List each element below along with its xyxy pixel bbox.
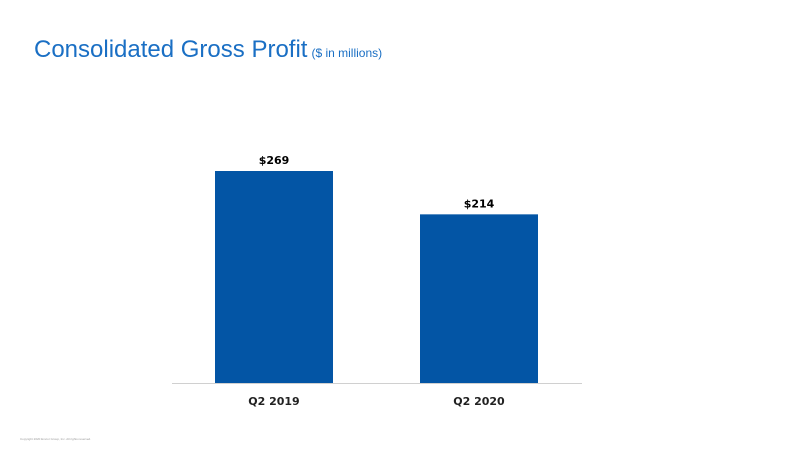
title-main: Consolidated Gross Profit: [34, 36, 308, 63]
title-units: ($ in millions): [311, 46, 383, 60]
category-label: Q2 2019: [248, 395, 299, 408]
value-labels-group: $269 $214: [259, 154, 495, 210]
category-labels-group: Q2 2019 Q2 2020: [248, 395, 505, 408]
value-label: $214: [464, 197, 495, 210]
category-label: Q2 2020: [453, 395, 505, 408]
bar-q2-2019: [215, 171, 333, 383]
bars-group: [215, 171, 538, 383]
copyright-note: Copyright 2020 Emcor Group, Inc. All rig…: [20, 437, 92, 441]
page-title: Consolidated Gross Profit ($ in millions): [34, 36, 382, 64]
value-label: $269: [259, 154, 290, 167]
bar-q2-2020: [420, 214, 538, 383]
